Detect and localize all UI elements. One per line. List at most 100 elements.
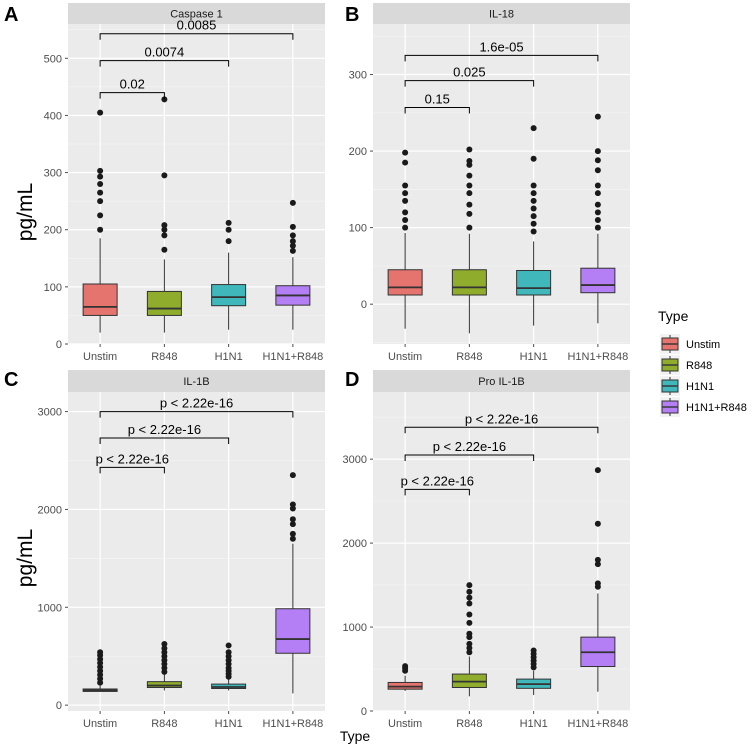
facet-strip [373,370,630,392]
legend-label: R848 [686,360,712,372]
box-r848 [146,640,182,691]
p-value-label: 1.6e-05 [479,39,523,54]
outlier-point [289,199,296,206]
x-tick-label: R848 [456,351,482,363]
outlier-point [97,173,104,180]
outlier-point [530,190,537,197]
p-value-label: 0.025 [453,65,486,80]
outlier-point [530,155,537,162]
y-tick-label: 500 [44,53,62,65]
panel-letter-b: B [345,4,359,26]
outlier-point [466,224,473,231]
outlier-point [225,649,232,656]
legend-entry: R848 [660,355,712,375]
outlier-point [97,212,104,219]
outlier-point [289,535,296,542]
outlier-point [402,224,409,231]
p-value-label: p < 2.22e-16 [401,473,474,488]
outlier-point [161,96,168,103]
panel-letter-a: A [4,4,18,26]
outlier-point [289,223,296,230]
outlier-point [466,645,473,652]
panel-letter-c: C [4,369,18,391]
outlier-point [466,649,473,656]
y-tick-label: 3000 [343,454,367,466]
y-tick-label: 0 [361,706,367,718]
outlier-point [594,157,601,164]
outlier-point [97,226,104,233]
box-h1n1-r848 [275,199,311,330]
y-tick-label: 0 [56,339,62,351]
box-iqr [451,269,487,296]
outlier-point [402,149,409,156]
outlier-point [289,501,296,508]
facet-strip [68,370,325,392]
comparison-bracket: 1.6e-05 [404,39,599,62]
outlier-point [161,640,168,647]
box-iqr [82,283,118,316]
outlier-point [97,181,104,187]
comparison-bracket: p < 2.22e-16 [404,411,599,434]
bracket-line [99,466,165,474]
outlier-point [402,197,409,204]
box-r848 [451,146,487,334]
outlier-point [530,647,537,654]
outlier-point [530,197,537,204]
y-tick-label: 0 [361,299,367,311]
box-h1n1-r848 [580,113,616,324]
legend-entry: H1N1 [660,376,714,396]
outlier-point [402,190,409,197]
bracket-line [404,54,599,62]
outlier-point [594,209,601,216]
outlier-point [594,113,601,120]
facet-strip [373,3,630,24]
comparison-bracket: p < 2.22e-16 [99,422,230,444]
p-value-label: p < 2.22e-16 [160,396,233,411]
outlier-point [530,213,537,220]
outlier-point [161,645,168,652]
box-unstim [387,149,423,329]
x-tick-label: H1N1 [520,718,548,730]
box-iqr [146,681,182,689]
bracket-line [404,454,535,461]
x-tick-label: R848 [456,718,482,730]
bracket-line [404,426,599,434]
outlier-point [594,148,601,155]
box-iqr [387,269,423,296]
plot-background [68,392,325,711]
outlier-point [466,619,473,626]
box-h1n1 [516,647,552,696]
outlier-point [97,109,104,116]
box-h1n1 [516,125,552,326]
outlier-point [594,467,601,474]
y-tick-label: 200 [44,225,62,237]
outlier-point [97,198,104,205]
outlier-point [289,238,296,245]
outlier-point [161,232,168,239]
bracket-line [99,92,165,99]
outlier-point [594,561,601,568]
panel-d: D Pro IL-1B 0 1000 2000 3000 p < 2.22e-16 p < 2… [343,369,630,730]
box-iqr [580,267,616,294]
y-tick-label: 300 [349,70,367,82]
comparison-bracket: 0.0085 [99,18,294,40]
outlier-point [530,182,537,189]
outlier-point [402,159,409,166]
x-tick-label: R848 [151,718,177,730]
comparison-bracket: 0.025 [404,65,535,87]
y-tick-label: 400 [44,110,62,122]
outlier-point [402,663,409,670]
x-tick-label: Unstim [83,351,117,363]
y-tick-label: 0 [56,700,62,712]
plot-background [373,24,630,344]
outlier-point [161,226,168,233]
outlier-point [289,472,296,479]
comparison-bracket: 0.15 [404,91,470,114]
outlier-point [594,190,601,197]
outlier-point [530,125,537,132]
box-iqr [275,608,311,654]
outlier-point [402,209,409,216]
outlier-point [594,556,601,563]
outlier-point [289,247,296,254]
